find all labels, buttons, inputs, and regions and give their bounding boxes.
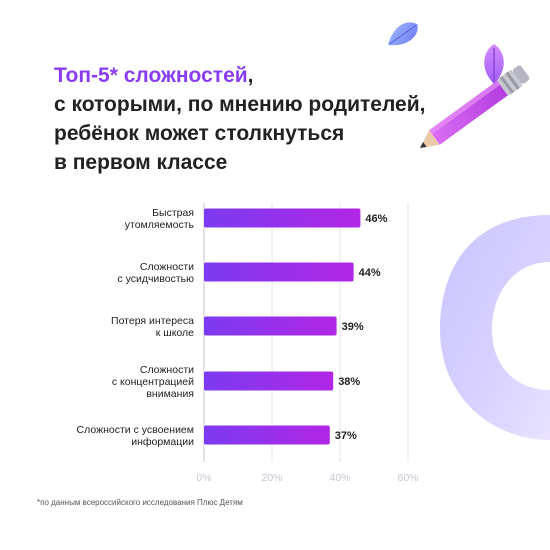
data-label: 37% xyxy=(335,430,357,442)
data-label: 46% xyxy=(365,213,387,225)
chart-title: Топ-5* сложностей, с которыми, по мнению… xyxy=(54,61,474,177)
ring-shape xyxy=(440,215,550,440)
category-label: Сложности с усвоением информации xyxy=(77,424,195,448)
data-label: 44% xyxy=(359,267,381,279)
leaf-icon xyxy=(388,22,418,46)
bar xyxy=(204,316,337,336)
title-line: в первом классе xyxy=(54,151,228,174)
title-accent: Топ-5* сложностей xyxy=(54,64,248,87)
title-line: ребёнок может столкнуться xyxy=(54,122,345,145)
pencil-icon xyxy=(420,65,530,148)
tick-label: 20% xyxy=(261,472,282,484)
bar xyxy=(204,208,361,228)
data-label: 38% xyxy=(338,376,360,388)
category-label: Потеря интереса к школе xyxy=(111,315,194,339)
title-line: Топ-5* сложностей, xyxy=(54,61,474,90)
title-accent-tail: , xyxy=(247,64,254,87)
bar xyxy=(204,262,354,282)
category-label: Быстрая утомляемость xyxy=(125,207,195,231)
data-label: 39% xyxy=(342,321,364,333)
footnote: *по данным всероссийского исследования П… xyxy=(37,498,243,507)
category-label: Сложности с усидчивостью xyxy=(117,261,194,285)
x-axis-ticks: 0% 20% 40% 60% xyxy=(196,472,418,484)
bars: 46% 44% 39% 38% 37% xyxy=(204,208,388,445)
bar xyxy=(204,425,330,445)
category-labels: Быстрая утомляемость Сложности с усидчивост… xyxy=(77,207,195,448)
tick-label: 60% xyxy=(397,472,418,484)
tick-label: 0% xyxy=(196,472,211,484)
category-label: Сложности с концентрацией внимания xyxy=(112,364,194,400)
title-line: с которыми, по мнению родителей, xyxy=(54,93,426,116)
bar xyxy=(204,371,334,391)
tick-label: 40% xyxy=(329,472,350,484)
